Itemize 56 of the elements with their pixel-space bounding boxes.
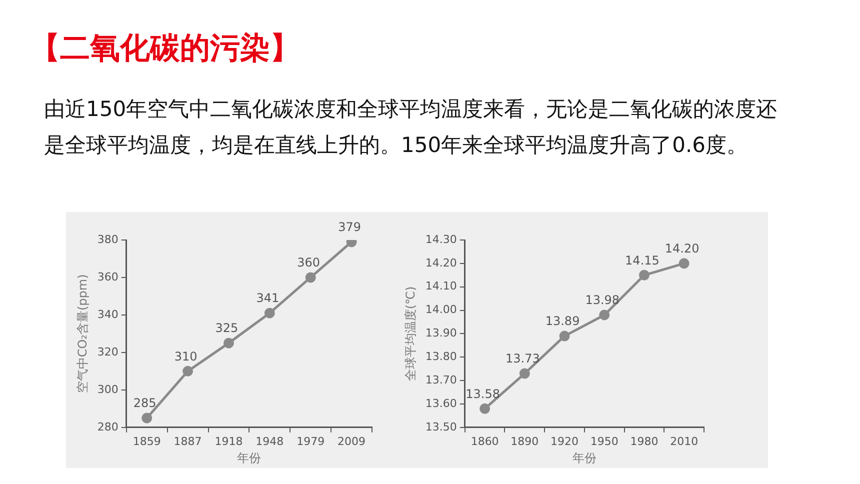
point xyxy=(480,403,490,414)
data-label: 285 xyxy=(133,396,156,410)
data-label: 13.89 xyxy=(545,314,580,328)
x-tick-label: 1920 xyxy=(550,434,579,448)
point xyxy=(264,308,275,318)
point xyxy=(638,270,650,280)
x-tick-label: 1948 xyxy=(256,434,284,448)
y-tick-label: 14.20 xyxy=(425,256,457,270)
x-tick-label: 2010 xyxy=(670,434,698,448)
y-tick-label: 300 xyxy=(97,382,118,396)
data-label: 341 xyxy=(256,291,280,306)
x-tick-label: 1890 xyxy=(510,434,539,448)
data-label: 13.98 xyxy=(585,293,620,308)
x-tick-label: 2009 xyxy=(338,434,366,448)
y-tick-label: 14.00 xyxy=(425,303,457,316)
point xyxy=(223,338,234,348)
x-tick-label: 1860 xyxy=(470,434,499,448)
y-tick-label: 280 xyxy=(97,420,118,434)
y-tick-label: 13.90 xyxy=(425,326,457,340)
text: 【二氧化碳的污染】 xyxy=(30,30,301,68)
data-label: 379 xyxy=(338,220,361,234)
data-label: 13.58 xyxy=(466,386,500,401)
data-label: 14.20 xyxy=(664,242,700,256)
y-tick-label: 13.70 xyxy=(425,373,457,386)
data-label: 360 xyxy=(297,256,320,270)
x-tick-label: 1980 xyxy=(630,434,658,448)
y-tick-label: 13.50 xyxy=(425,420,457,434)
x-tick-label: 1918 xyxy=(214,434,243,448)
y-tick-label: 360 xyxy=(97,270,118,284)
x-tick-label: 1887 xyxy=(174,434,202,448)
data-label: 13.73 xyxy=(505,352,540,366)
x-tick-label: 1950 xyxy=(590,434,618,448)
point xyxy=(182,366,194,376)
x-axis-title: 年份 xyxy=(572,450,596,465)
y-axis-title: 全球平均温度(℃) xyxy=(403,286,418,382)
point xyxy=(305,272,316,283)
data-label: 14.15 xyxy=(625,253,660,268)
x-tick-label: 1859 xyxy=(132,434,161,448)
point xyxy=(142,412,152,424)
x-axis-title: 年份 xyxy=(237,450,262,465)
y-tick-label: 13.80 xyxy=(425,350,457,363)
point xyxy=(678,258,690,269)
y-axis-title: 空气中CO₂含量(ppm) xyxy=(75,274,90,394)
data-label: 325 xyxy=(215,321,238,336)
y-tick-label: 14.30 xyxy=(425,232,457,246)
y-tick-label: 13.60 xyxy=(425,396,457,410)
data-label: 310 xyxy=(174,349,198,364)
y-tick-label: 320 xyxy=(97,345,118,358)
point xyxy=(599,310,610,320)
y-tick-label: 14.10 xyxy=(425,280,457,293)
x-tick-label: 1979 xyxy=(296,434,325,448)
point xyxy=(559,330,570,342)
y-tick-label: 380 xyxy=(97,232,118,246)
point xyxy=(519,368,530,379)
text: 由近150年空气中二氧化碳浓度和全球平均温度来看，无论是二氧化碳的浓度还是全球平均温度，均是在直线上升的。150年来全球平均温度升高了0.6度。 xyxy=(43,96,778,159)
y-tick-label: 340 xyxy=(97,308,118,321)
